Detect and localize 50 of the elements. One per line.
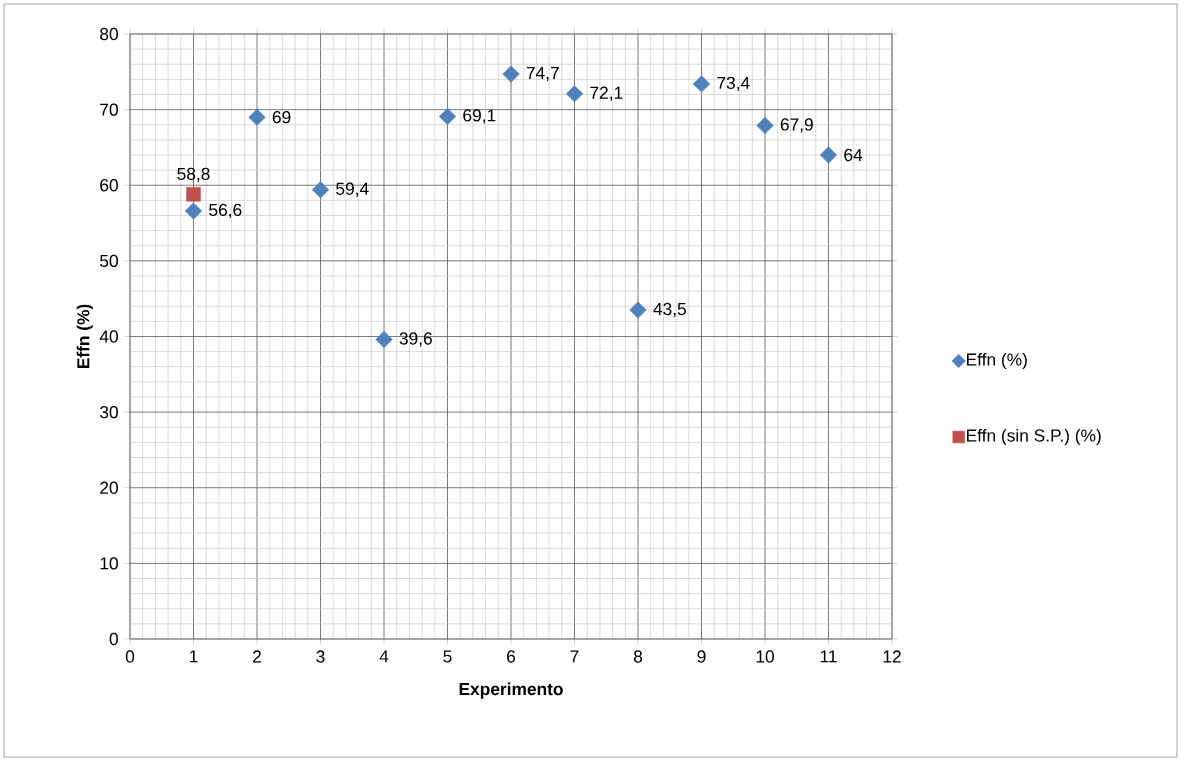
point (186, 187, 201, 202)
x-tick-label: 5 (443, 650, 452, 663)
x-tick-label: 3 (316, 650, 325, 663)
x-tick-label: 2 (253, 650, 261, 663)
y-tick-label: 60 (100, 179, 118, 192)
x-tick-label: 6 (507, 650, 516, 663)
x-tick-label: 0 (125, 650, 135, 663)
point (311, 181, 330, 199)
data-label: 56,6 (209, 203, 242, 219)
x-tick-label: 4 (379, 650, 389, 663)
data-label: 39,6 (399, 332, 432, 347)
x-tick-label: 11 (820, 650, 837, 663)
point (375, 330, 393, 349)
data-label: 58,8 (177, 167, 210, 183)
x-tick-label: 12 (883, 650, 901, 663)
y-tick-label: 50 (100, 254, 118, 268)
point (692, 75, 711, 93)
y-tick-label: 30 (100, 405, 118, 419)
x-tick-label: 9 (697, 650, 706, 663)
y-axis-title: Effn (%) (76, 304, 93, 369)
y-tick-label: 40 (99, 330, 118, 343)
x-tick-label: 10 (756, 650, 774, 663)
point (502, 65, 520, 83)
data-label: 69,1 (463, 109, 496, 124)
y-tick-label: 0 (109, 632, 118, 646)
y-tick-label: 70 (100, 103, 118, 116)
data-label: 74,7 (526, 67, 559, 82)
y-tick-label: 80 (100, 27, 118, 41)
point (438, 107, 457, 125)
x-tick-label: 7 (570, 650, 579, 663)
data-label: 67,9 (780, 118, 813, 133)
data-label: 64 (844, 148, 863, 162)
point (184, 202, 203, 220)
x-tick-label: 8 (633, 650, 643, 663)
x-axis-title: Experimento (459, 682, 563, 699)
data-label: 73,4 (717, 76, 750, 92)
point (629, 301, 647, 319)
data-label: 72,1 (590, 86, 623, 101)
point (248, 108, 266, 126)
y-tick-label: 10 (100, 557, 118, 570)
legend-label: Effn (%) (967, 352, 1027, 370)
point (565, 85, 584, 103)
x-tick-label: 1 (190, 650, 198, 663)
legend-label: Effn (sin S.P.) (%) (967, 428, 1101, 446)
data-label: 69 (272, 111, 291, 124)
data-label: 43,5 (653, 302, 686, 318)
point (756, 116, 774, 135)
point (819, 146, 838, 164)
y-tick-label: 20 (100, 481, 118, 494)
data-label: 59,4 (336, 182, 369, 197)
